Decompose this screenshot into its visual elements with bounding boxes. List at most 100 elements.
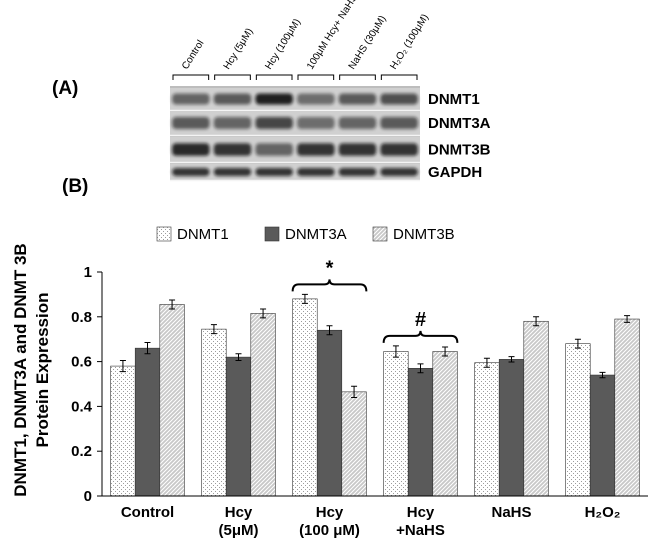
error-bar (326, 325, 333, 336)
protein-label: DNMT3B (428, 142, 491, 159)
bar (432, 351, 458, 497)
error-bar (574, 338, 581, 349)
lane-label: Control (180, 38, 206, 71)
bar (407, 368, 434, 497)
legend-swatch (264, 226, 280, 242)
blot-band (338, 143, 377, 156)
blot-band (255, 168, 293, 176)
error-bar (508, 356, 515, 363)
blot-band (338, 93, 377, 105)
x-tick-label: NaHS (491, 504, 531, 521)
x-tick-label: Control (121, 504, 174, 521)
bar (201, 328, 227, 497)
blot-band (338, 168, 377, 176)
blot-band (338, 117, 377, 129)
y-tick-label: 0.8 (71, 309, 92, 326)
blot-band (380, 168, 418, 176)
blot-band (172, 117, 210, 129)
significance-bracket (291, 279, 368, 292)
blot-band (297, 117, 335, 129)
blot-band (380, 143, 418, 156)
error-bar (119, 359, 126, 373)
lane-label: H₂O₂ (100μM) (388, 12, 431, 71)
bar (523, 320, 549, 497)
y-tick-label: 0.2 (71, 443, 92, 460)
blot-band (172, 143, 210, 156)
blot-band (172, 93, 210, 105)
error-bar (210, 324, 217, 335)
bar (383, 351, 409, 497)
lane-bracket (255, 74, 293, 80)
y-axis-label: DNMT1, DNMT3A and DNMT 3B (11, 243, 30, 496)
lane-label: Hcy (5μM) (222, 26, 256, 71)
lane-bracket (172, 74, 210, 80)
lane-bracket (214, 74, 251, 80)
bar (341, 391, 367, 497)
bar (498, 359, 525, 497)
y-tick-label: 0 (84, 488, 92, 505)
blot-band (213, 117, 252, 129)
legend-label: DNMT1 (177, 226, 229, 243)
protein-label: DNMT1 (428, 91, 480, 108)
bar (565, 343, 591, 497)
bar (316, 329, 343, 497)
blot-band (213, 93, 252, 105)
x-tick-label: Hcy +NaHS (396, 504, 445, 539)
blot-band (297, 143, 335, 156)
y-tick-label: 0.6 (71, 354, 92, 371)
legend-swatch (372, 226, 388, 242)
legend-swatch (156, 226, 172, 242)
blot-band (213, 168, 252, 176)
error-bar (483, 357, 490, 368)
bar (589, 374, 616, 497)
protein-label: GAPDH (428, 164, 482, 181)
lane-label: NaHS (30μM) (347, 14, 389, 72)
y-tick-label: 1 (84, 264, 92, 281)
error-bar (169, 299, 176, 310)
error-bar (235, 353, 242, 361)
bar (292, 298, 318, 497)
legend-label: DNMT3A (285, 226, 347, 243)
blot-band (297, 93, 335, 105)
panel-label: (B) (62, 176, 88, 197)
lane-label: Hcy (100μM) (263, 17, 303, 72)
blot-band (255, 93, 293, 105)
error-bar (392, 345, 399, 358)
x-tick-label: Hcy (100 μM) (299, 504, 360, 539)
blot-band (255, 117, 293, 129)
bar (159, 304, 185, 497)
blot-band (213, 143, 252, 156)
lane-bracket (380, 74, 418, 80)
blot-band (297, 168, 335, 176)
error-bar (599, 371, 606, 379)
error-bar (260, 308, 267, 319)
significance-bracket (382, 330, 459, 343)
blot-strip (170, 137, 420, 162)
y-tick-label: 0.4 (71, 398, 93, 415)
protein-label: DNMT3A (428, 115, 491, 132)
error-bar (442, 346, 449, 357)
panel-label: (A) (52, 78, 78, 99)
x-tick-label: Hcy (5μM) (218, 504, 258, 539)
lane-bracket (297, 74, 335, 80)
error-bar (144, 342, 151, 355)
bar (134, 347, 161, 497)
blot-band (380, 117, 418, 129)
blot-band (255, 143, 293, 156)
bar (474, 362, 500, 497)
bar (614, 318, 640, 497)
blot-band (380, 93, 418, 105)
bar (110, 365, 136, 497)
lane-bracket (339, 74, 376, 80)
bar (250, 313, 276, 497)
legend-label: DNMT3B (393, 226, 455, 243)
error-bar (417, 363, 424, 374)
error-bar (624, 315, 631, 323)
bar (225, 356, 252, 497)
blot-strip (170, 111, 420, 135)
y-axis-label: Protein Expression (33, 293, 52, 448)
error-bar (301, 293, 308, 304)
significance-label: # (415, 309, 426, 331)
blot-band (172, 168, 210, 176)
